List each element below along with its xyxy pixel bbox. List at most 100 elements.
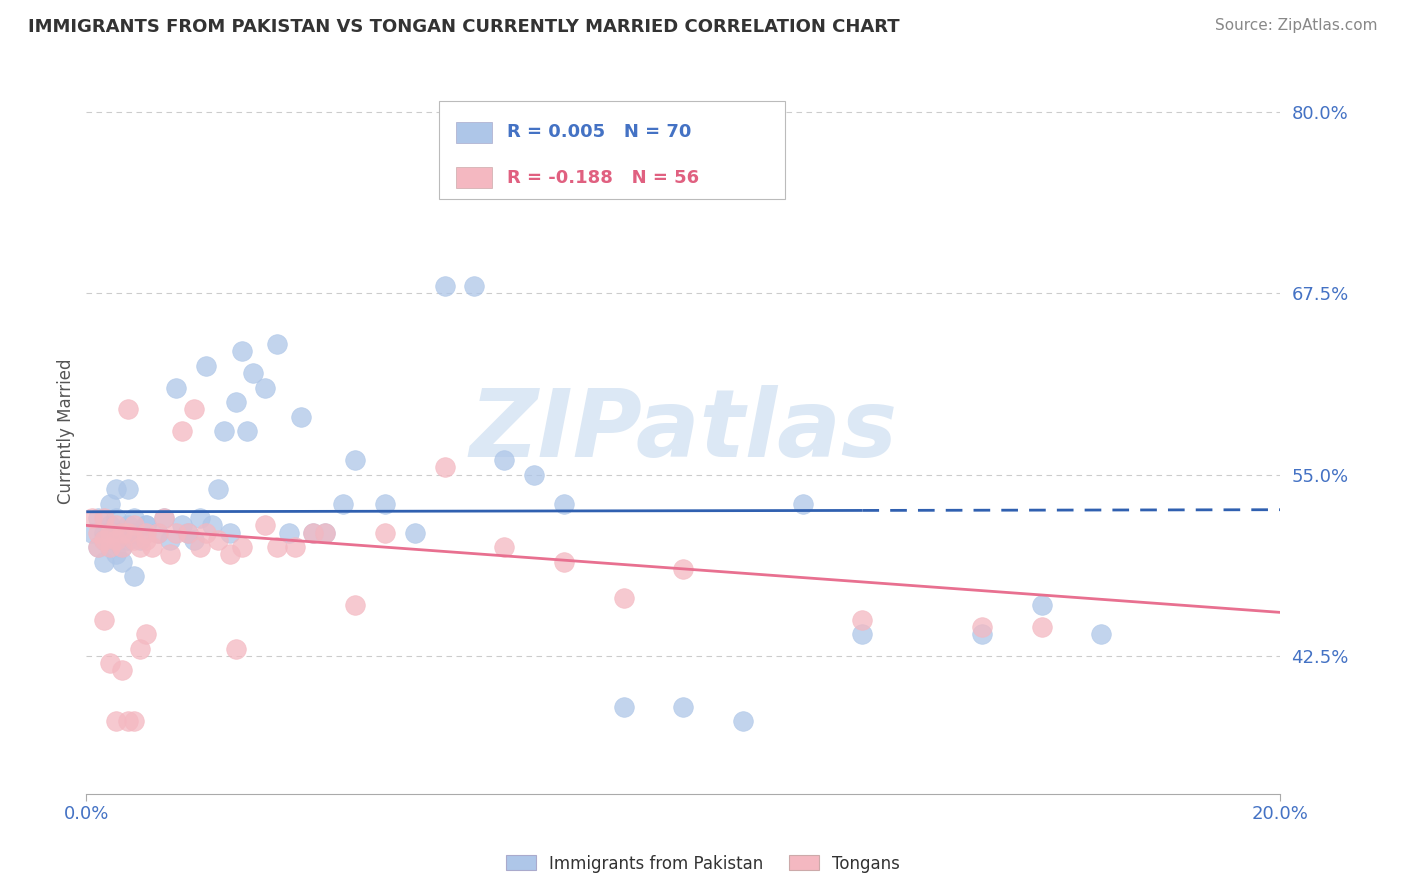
Point [159,533,181,547]
Point [159,547,181,561]
Point [792,497,814,511]
Point [278,525,301,540]
Point [117,518,139,533]
Point [463,279,485,293]
Point [374,525,396,540]
Point [170,424,193,438]
Point [117,525,139,540]
Point [672,562,695,576]
Point [105,533,128,547]
Point [343,453,366,467]
Point [111,555,134,569]
Point [254,518,277,533]
Point [302,525,325,540]
Text: Source: ZipAtlas.com: Source: ZipAtlas.com [1215,18,1378,33]
FancyBboxPatch shape [457,167,492,188]
Point [970,627,993,641]
Point [170,518,193,533]
Point [851,613,873,627]
Point [111,525,134,540]
Point [494,453,516,467]
Point [117,533,139,547]
Point [165,525,187,540]
Point [135,518,157,533]
Point [207,533,229,547]
Text: R = 0.005   N = 70: R = 0.005 N = 70 [506,123,690,142]
Point [105,533,128,547]
Point [177,525,200,540]
Point [129,540,152,554]
Point [82,525,104,540]
Point [111,540,134,554]
Point [201,518,224,533]
Point [117,402,139,417]
Point [135,518,157,533]
Point [266,337,288,351]
Point [98,497,121,511]
Point [1090,627,1112,641]
Point [302,525,325,540]
Point [207,482,229,496]
FancyBboxPatch shape [457,121,492,144]
Legend: Immigrants from Pakistan, Tongans: Immigrants from Pakistan, Tongans [499,848,907,880]
Point [122,533,145,547]
Point [332,497,354,511]
Point [523,467,546,482]
Point [122,511,145,525]
Point [284,540,307,554]
Point [177,525,200,540]
Point [553,497,575,511]
Point [212,424,235,438]
Point [146,525,169,540]
Point [188,540,211,554]
Point [183,533,205,547]
Point [105,482,128,496]
Text: R = -0.188   N = 56: R = -0.188 N = 56 [506,169,699,186]
Point [93,613,115,627]
Point [105,547,128,561]
Point [374,497,396,511]
Point [433,279,456,293]
Point [188,511,211,525]
Point [314,525,336,540]
Point [122,518,145,533]
Point [266,540,288,554]
Point [87,511,110,525]
FancyBboxPatch shape [439,101,785,199]
Point [1031,620,1053,634]
Point [98,525,121,540]
Point [433,460,456,475]
Point [135,525,157,540]
Text: ZIPatlas: ZIPatlas [470,385,897,477]
Point [146,525,169,540]
Point [851,627,873,641]
Point [613,699,636,714]
Point [98,518,121,533]
Point [98,540,121,554]
Point [165,381,187,395]
Point [105,525,128,540]
Point [153,511,176,525]
Point [343,598,366,612]
Point [231,344,253,359]
Point [105,511,128,525]
Point [254,381,277,395]
Point [122,714,145,728]
Point [494,540,516,554]
Point [105,518,128,533]
Point [93,533,115,547]
Point [129,641,152,656]
Point [672,699,695,714]
Point [82,511,104,525]
Point [117,482,139,496]
Point [135,627,157,641]
Point [111,664,134,678]
Point [153,511,176,525]
Point [122,525,145,540]
Point [242,366,264,380]
Point [93,525,115,540]
Point [129,533,152,547]
Point [135,533,157,547]
Point [105,714,128,728]
Point [98,656,121,670]
